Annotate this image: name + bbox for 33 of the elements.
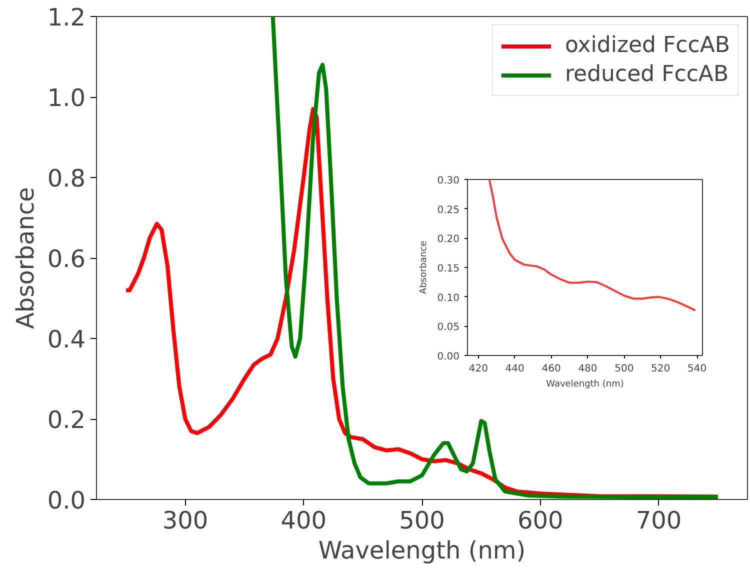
x-axis-title: Wavelength (nm) [546,380,624,390]
x-tick-label: 460 [542,364,561,374]
y-tick-label: 1.2 [47,4,86,32]
x-tick-label: 520 [651,364,670,374]
x-tick-label: 700 [636,506,682,534]
legend-label: oxidized FccAB [564,33,730,58]
y-tick-label: 0.6 [47,245,86,273]
x-tick-label: 440 [505,364,524,374]
y-tick-label: 0.2 [47,406,86,434]
x-tick-label: 600 [517,506,564,534]
y-tick-label: 1.0 [47,84,86,112]
x-tick-label: 400 [280,506,327,534]
x-tick-label: 480 [578,364,598,374]
y-tick-label: 0.4 [47,326,86,354]
y-axis-title: Absorbance [419,240,430,294]
y-tick-label: 0.15 [437,264,460,274]
x-tick-label: 300 [162,506,208,534]
y-axis-title: Absorbance [11,187,40,329]
y-tick-label: 0.20 [437,234,460,246]
y-tick-label: 0.10 [437,292,460,304]
x-axis-title: Wavelength (nm) [318,536,526,564]
x-tick-label: 500 [399,506,445,534]
y-tick-label: 0.05 [437,322,460,334]
y-tick-label: 0.00 [437,352,460,362]
x-tick-label: 420 [468,364,488,374]
x-tick-label: 500 [614,364,634,374]
y-tick-label: 0.25 [437,204,460,216]
legend-label: reduced FccAB [564,62,729,87]
line-series [488,180,696,312]
y-tick-label: 0.0 [47,486,86,514]
y-tick-label: 0.8 [47,164,86,192]
x-tick-label: 540 [687,364,707,374]
y-tick-label: 0.30 [437,176,460,186]
